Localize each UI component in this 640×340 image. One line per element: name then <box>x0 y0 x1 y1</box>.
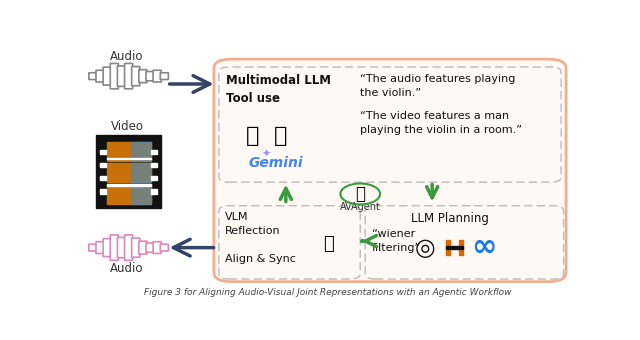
Bar <box>152 176 157 180</box>
Text: Video: Video <box>111 120 143 133</box>
Bar <box>107 158 150 159</box>
FancyBboxPatch shape <box>89 73 97 80</box>
Bar <box>100 176 106 180</box>
Bar <box>107 184 150 186</box>
Text: AVAgent: AVAgent <box>340 202 381 212</box>
Bar <box>131 163 150 182</box>
FancyBboxPatch shape <box>103 67 111 85</box>
FancyBboxPatch shape <box>132 67 140 86</box>
Bar <box>97 135 161 208</box>
Text: 🦙: 🦙 <box>274 126 287 146</box>
FancyBboxPatch shape <box>139 241 147 254</box>
Text: Figure 3 for Aligning Audio-Visual Joint Representations with an Agentic Workflo: Figure 3 for Aligning Audio-Visual Joint… <box>144 288 512 298</box>
Text: “The audio features playing
the violin.”: “The audio features playing the violin.” <box>360 73 516 98</box>
FancyBboxPatch shape <box>160 244 168 251</box>
Bar <box>100 163 106 167</box>
Bar <box>107 184 150 204</box>
Bar <box>152 189 157 193</box>
Text: “The video features a man
playing the violin in a room.”: “The video features a man playing the vi… <box>360 112 522 135</box>
FancyBboxPatch shape <box>110 64 118 89</box>
Text: LLM Planning: LLM Planning <box>411 212 488 225</box>
Text: “wiener
filtering”: “wiener filtering” <box>372 229 421 253</box>
FancyBboxPatch shape <box>153 70 161 82</box>
Bar <box>131 184 150 204</box>
Bar <box>107 163 150 182</box>
Bar <box>107 141 150 161</box>
Text: 🌋: 🌋 <box>246 126 259 146</box>
Text: ✦: ✦ <box>262 148 271 158</box>
FancyBboxPatch shape <box>96 70 104 82</box>
FancyBboxPatch shape <box>125 64 132 89</box>
FancyBboxPatch shape <box>96 242 104 254</box>
FancyBboxPatch shape <box>139 70 147 83</box>
FancyBboxPatch shape <box>117 66 125 86</box>
FancyBboxPatch shape <box>125 235 132 260</box>
Text: ◎: ◎ <box>415 236 435 260</box>
Text: 🖥: 🖥 <box>323 235 333 253</box>
FancyBboxPatch shape <box>117 237 125 258</box>
Bar <box>152 150 157 154</box>
Text: Multimodal LLM
Tool use: Multimodal LLM Tool use <box>227 73 332 104</box>
Text: Audio: Audio <box>110 262 144 275</box>
Bar <box>445 246 463 250</box>
FancyBboxPatch shape <box>214 59 566 282</box>
FancyBboxPatch shape <box>160 73 168 80</box>
FancyBboxPatch shape <box>103 239 111 257</box>
FancyBboxPatch shape <box>153 242 161 254</box>
FancyBboxPatch shape <box>132 238 140 257</box>
Text: ∞: ∞ <box>472 233 497 262</box>
Bar <box>445 240 450 255</box>
Bar <box>100 150 106 154</box>
Bar <box>459 240 463 255</box>
Bar <box>152 163 157 167</box>
Bar <box>100 189 106 193</box>
FancyBboxPatch shape <box>89 244 97 251</box>
FancyBboxPatch shape <box>146 71 154 81</box>
Bar <box>131 141 150 161</box>
Text: VLM
Reflection

Align & Sync: VLM Reflection Align & Sync <box>225 212 296 264</box>
Text: Audio: Audio <box>110 50 144 64</box>
FancyBboxPatch shape <box>110 235 118 260</box>
Text: 🧠: 🧠 <box>355 185 365 203</box>
Text: Gemini: Gemini <box>248 155 303 170</box>
FancyBboxPatch shape <box>146 243 154 252</box>
